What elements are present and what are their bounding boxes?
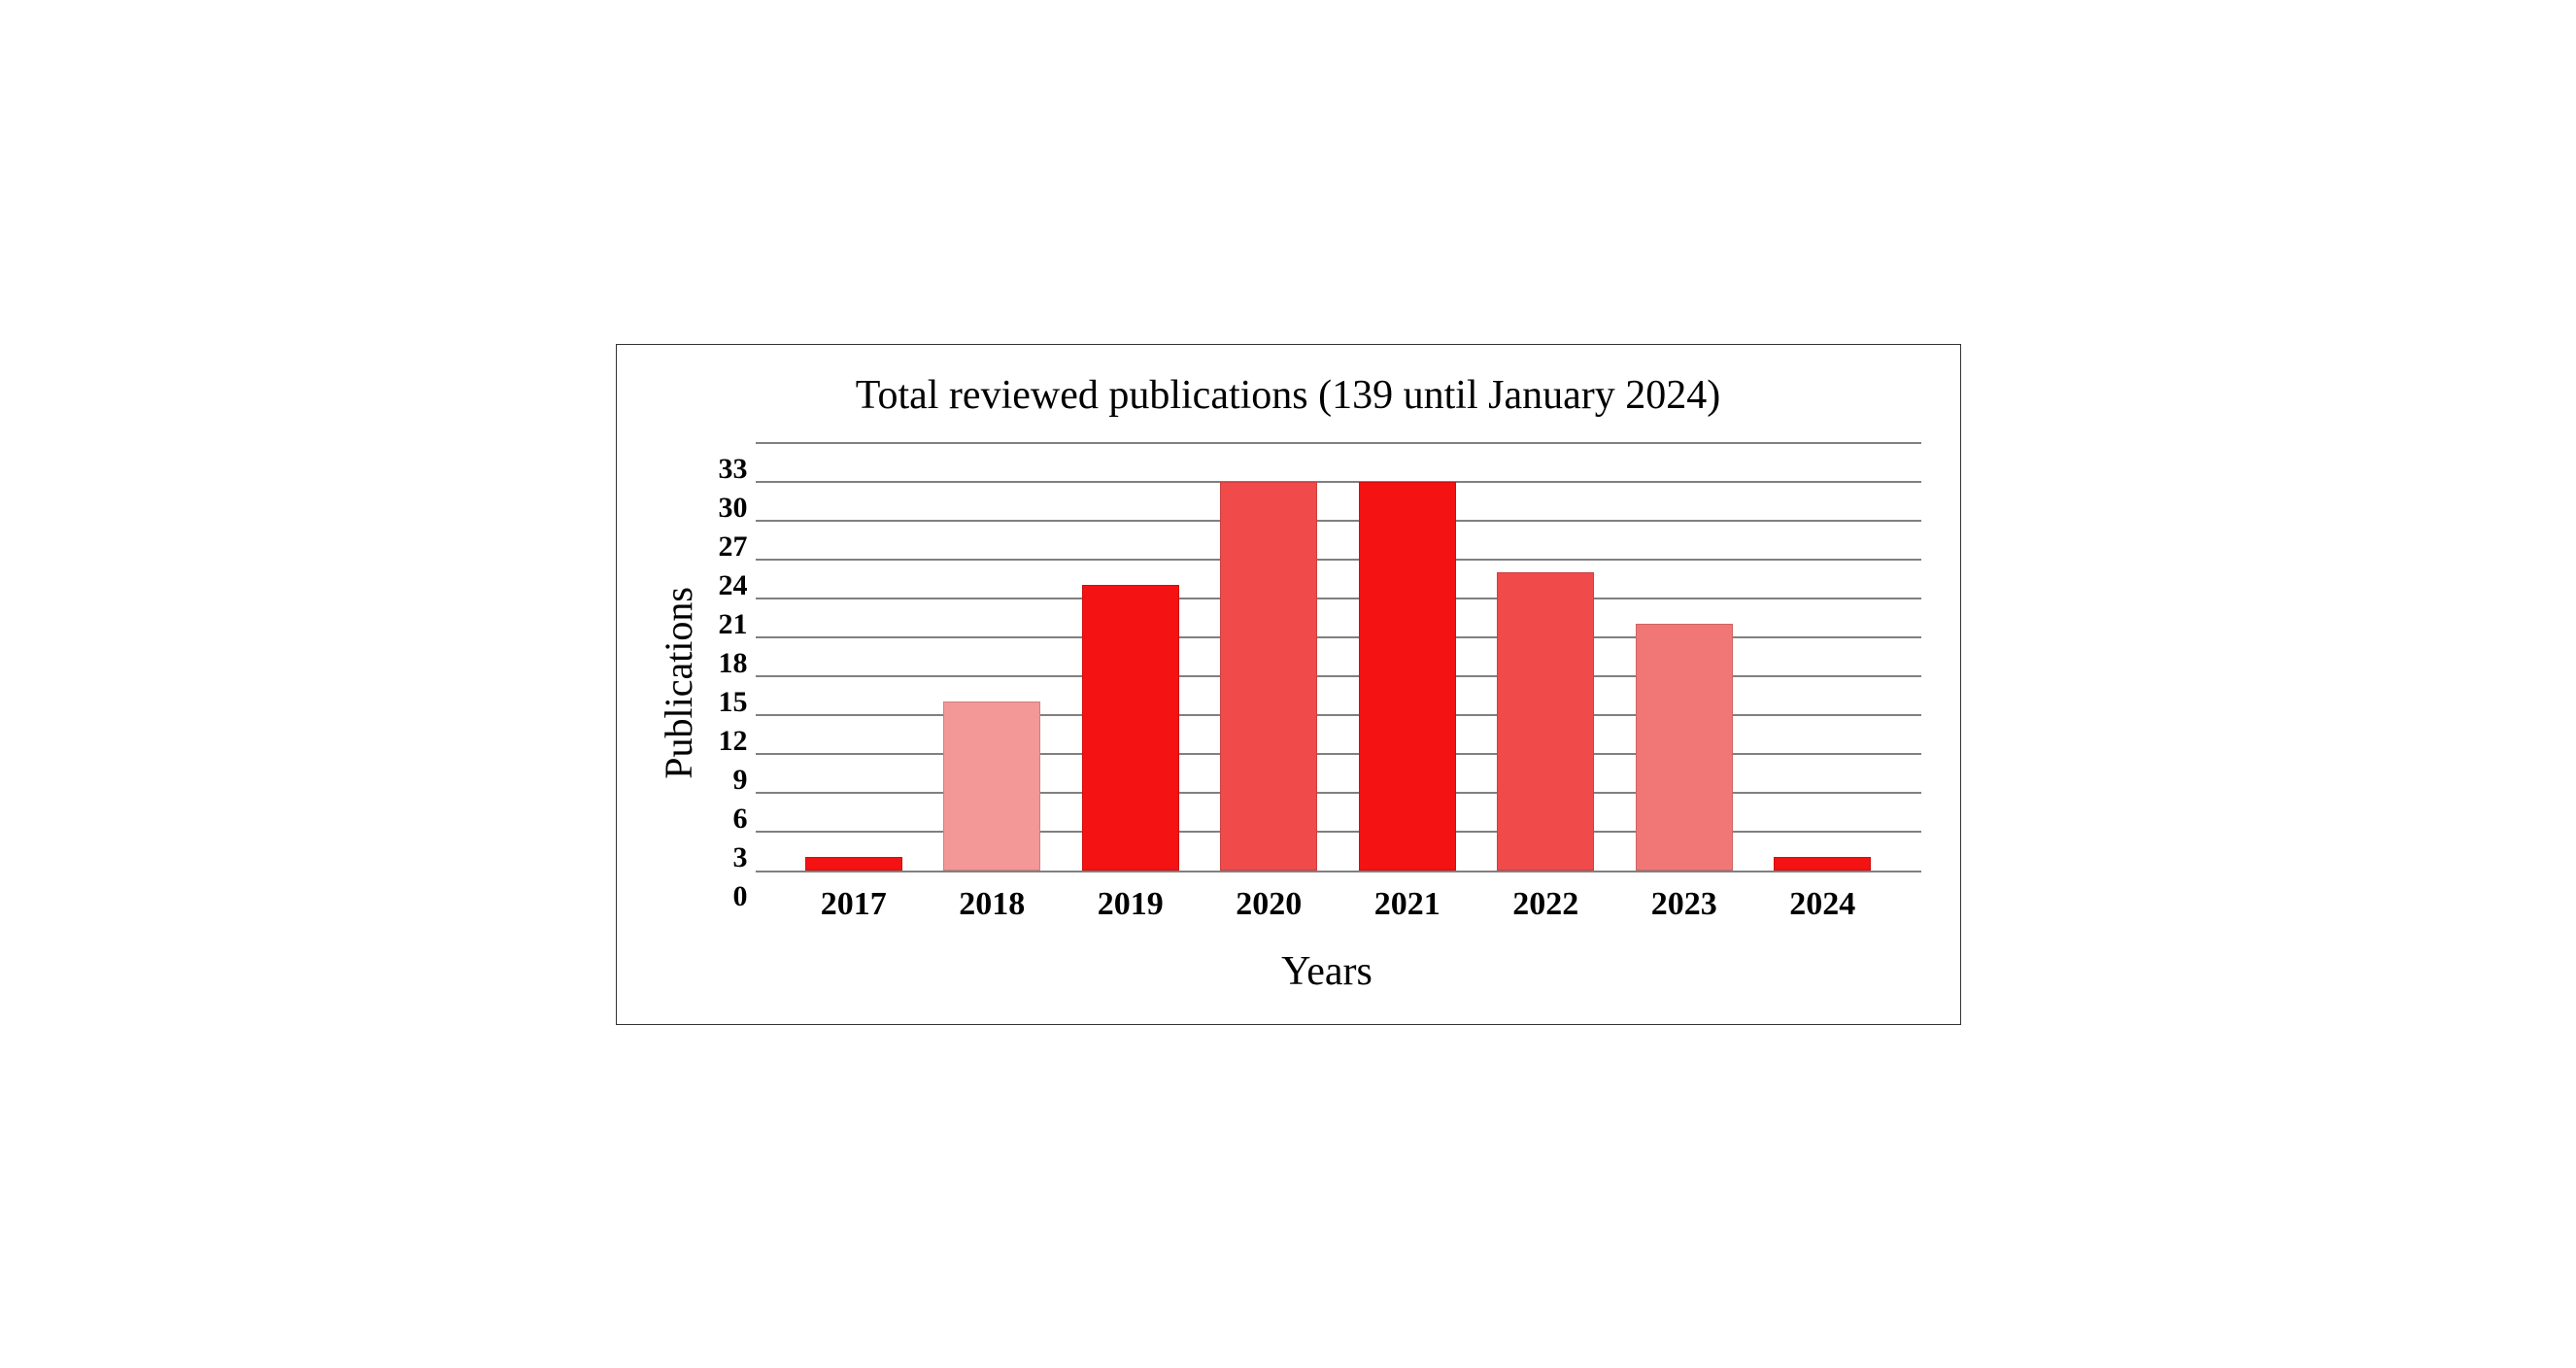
chart-container: Total reviewed publications (139 until J…	[616, 344, 1961, 1025]
y-axis-ticks: 33302724211815129630	[719, 469, 756, 897]
x-tick: 2018	[943, 886, 1040, 923]
y-axis-label: Publications	[656, 587, 701, 779]
bar-slot	[1220, 443, 1317, 871]
chart-title: Total reviewed publications (139 until J…	[656, 372, 1921, 419]
bar-slot	[943, 443, 1040, 871]
bar	[943, 701, 1040, 870]
x-axis-label: Years	[744, 948, 1910, 995]
plot-wrap: 2017 2018 2019 2020 2021 2022 2023 2024	[756, 443, 1921, 923]
bars-group	[756, 443, 1921, 871]
x-spacer: Years	[666, 923, 1910, 995]
bar	[805, 857, 902, 870]
x-tick: 2024	[1774, 886, 1871, 923]
x-tick: 2022	[1497, 886, 1594, 923]
plot-area	[756, 443, 1921, 872]
bar-slot	[1774, 443, 1871, 871]
bar-slot	[1497, 443, 1594, 871]
chart-body: Publications 33302724211815129630 201720…	[656, 443, 1921, 995]
bar	[1220, 482, 1317, 871]
bar	[1359, 482, 1456, 871]
x-tick: 2021	[1359, 886, 1456, 923]
bar	[1636, 624, 1733, 870]
x-tick: 2017	[805, 886, 902, 923]
x-tick: 2020	[1220, 886, 1317, 923]
bar	[1082, 585, 1179, 870]
bar-slot	[805, 443, 902, 871]
bar-slot	[1636, 443, 1733, 871]
x-tick: 2019	[1082, 886, 1179, 923]
bar	[1497, 572, 1594, 871]
bar-slot	[1082, 443, 1179, 871]
chart-row: Publications 33302724211815129630 201720…	[656, 443, 1921, 923]
bar-slot	[1359, 443, 1456, 871]
bar	[1774, 857, 1871, 870]
x-tick: 2023	[1636, 886, 1733, 923]
x-axis-ticks: 2017 2018 2019 2020 2021 2022 2023 2024	[756, 886, 1921, 923]
